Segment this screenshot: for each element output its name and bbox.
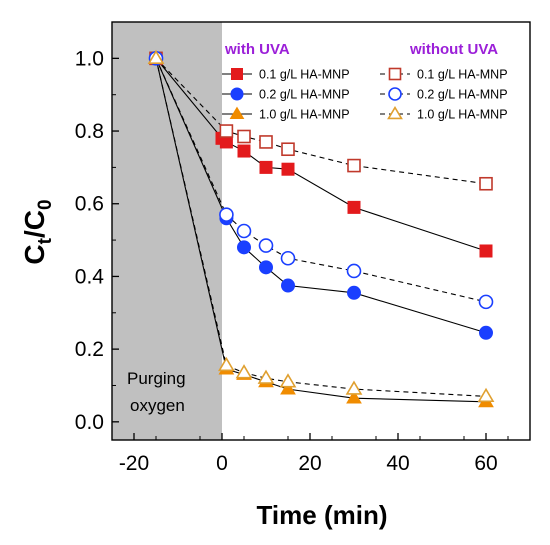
- y-tick-label-2: 0.4: [75, 265, 105, 288]
- data-point-3-5: [347, 158, 361, 173]
- data-point-5-6: [477, 387, 495, 403]
- y-tick-label-3: 0.6: [75, 193, 104, 216]
- legend-entry-1: 0.2 g/L HA-MNP: [222, 87, 350, 102]
- legend-entry-0: 0.1 g/L HA-MNP: [222, 68, 350, 82]
- y-axis-title: Ct/C0: [19, 199, 56, 264]
- data-point-2-5: [346, 390, 362, 404]
- shaded-label-line2: oxygen: [130, 396, 185, 415]
- data-point-4-1: [219, 207, 234, 222]
- x-axis-title: Time (min): [257, 500, 388, 530]
- data-point-1-6: [479, 325, 493, 340]
- legend-entry-4: 0.2 g/L HA-MNP: [380, 87, 508, 102]
- legend-marker-0: [231, 68, 243, 80]
- data-point-0-3: [237, 144, 251, 158]
- data-point-4-6: [478, 294, 494, 310]
- legend-title-with-uva: with UVA: [224, 41, 290, 58]
- legend-label-1: 0.2 g/L HA-MNP: [259, 88, 350, 102]
- data-point-3-1: [219, 124, 234, 138]
- y-tick-label-5: 1.0: [75, 47, 104, 70]
- legend-entry-3: 0.1 g/L HA-MNP: [380, 68, 508, 82]
- legend-label-2: 1.0 g/L HA-MNP: [259, 108, 350, 122]
- legend-entry-5: 1.0 g/L HA-MNP: [380, 106, 508, 122]
- x-tick-label-2: 20: [298, 452, 321, 475]
- legend-marker-3: [388, 67, 402, 81]
- y-tick-label-1: 0.2: [75, 338, 104, 361]
- x-tick-label-0: -20: [119, 452, 149, 475]
- data-point-3-2: [237, 129, 251, 144]
- data-point-4-4: [280, 250, 296, 266]
- legend-marker-4: [388, 87, 402, 101]
- data-point-4-3: [258, 238, 274, 253]
- legend-label-5: 1.0 g/L HA-MNP: [417, 108, 508, 122]
- y-tick-label-4: 0.8: [75, 120, 104, 143]
- legend-marker-1: [230, 87, 244, 101]
- legend-label-0: 0.1 g/L HA-MNP: [259, 68, 350, 82]
- data-point-5-1: [218, 356, 235, 372]
- legend-label-4: 0.2 g/L HA-MNP: [417, 88, 508, 102]
- data-point-0-6: [347, 200, 361, 214]
- y-tick-label-0: 0.0: [75, 411, 104, 434]
- legend-marker-2: [229, 106, 245, 119]
- data-point-0-7: [479, 244, 493, 258]
- legend-label-3: 0.1 g/L HA-MNP: [417, 68, 508, 82]
- legend-entry-2: 1.0 g/L HA-MNP: [222, 106, 350, 122]
- x-tick-label-4: 60: [474, 452, 497, 475]
- data-point-5-5: [345, 380, 363, 395]
- x-tick-label-1: 0: [216, 452, 228, 475]
- x-tick-label-3: 40: [386, 452, 409, 475]
- shaded-region: [112, 22, 222, 440]
- data-point-0-5: [281, 162, 295, 176]
- data-point-2-4: [280, 381, 296, 395]
- data-point-5-2: [235, 364, 253, 379]
- data-point-5-3: [257, 369, 275, 384]
- data-point-1-3: [259, 260, 273, 275]
- series-5: [147, 49, 495, 403]
- data-point-1-2: [237, 240, 251, 255]
- data-point-1-4: [281, 278, 295, 293]
- data-point-3-4: [281, 142, 295, 157]
- shaded-label-line1: Purging: [127, 369, 186, 388]
- data-point-3-6: [479, 176, 493, 191]
- data-point-4-2: [236, 223, 252, 239]
- legend-marker-5: [387, 106, 403, 120]
- plot-frame: [111, 21, 531, 441]
- data-point-0-4: [259, 160, 273, 174]
- data-point-3-3: [259, 135, 273, 149]
- data-point-5-0: [147, 49, 165, 65]
- data-point-5-4: [279, 373, 297, 388]
- data-point-4-5: [346, 263, 362, 279]
- legend-title-without-uva: without UVA: [409, 41, 498, 58]
- data-point-1-5: [347, 285, 361, 300]
